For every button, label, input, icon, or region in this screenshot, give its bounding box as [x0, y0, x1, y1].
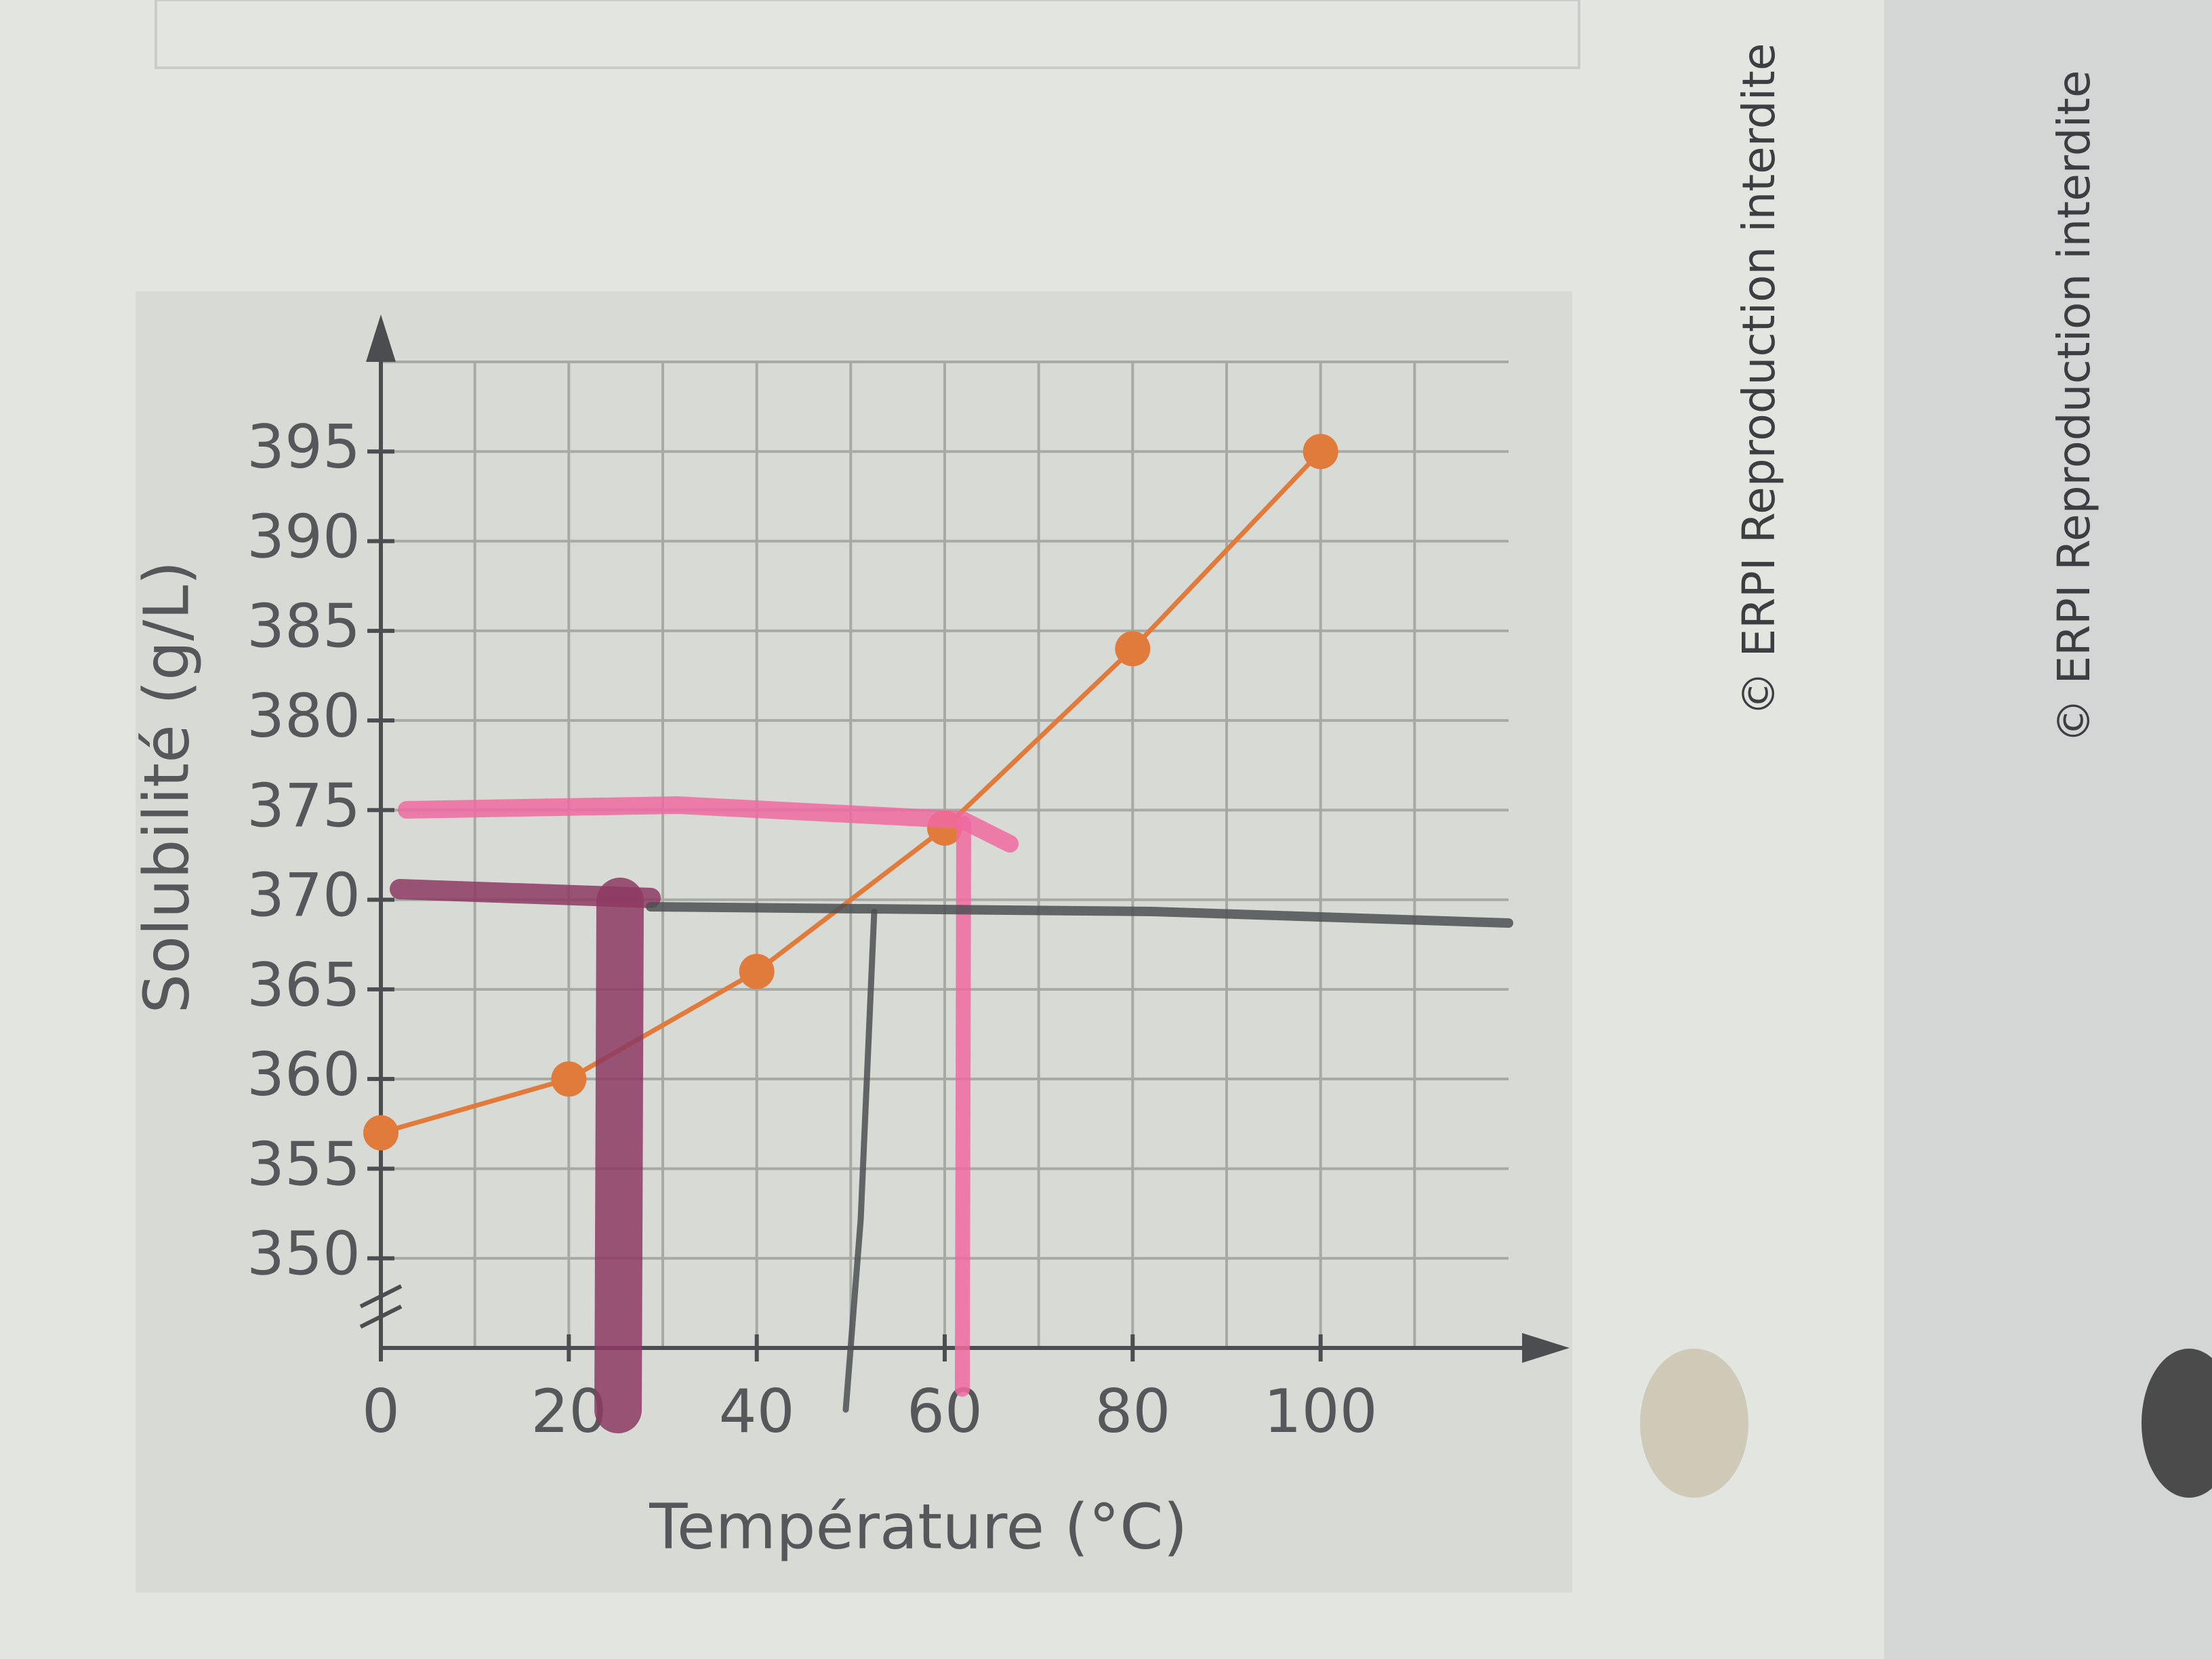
data-point [551, 1061, 587, 1097]
pencil-line [842, 908, 878, 1413]
pink-marker [955, 816, 971, 1397]
axis-break [359, 1284, 403, 1329]
y-tick-label: 350 [247, 1219, 361, 1289]
data-point [1303, 434, 1338, 470]
y-tick-label: 360 [247, 1040, 361, 1109]
data-point [739, 954, 775, 989]
x-tick-label: 100 [1264, 1376, 1378, 1446]
y-tick-label: 380 [247, 681, 361, 751]
y-tick-label: 390 [247, 501, 361, 571]
hand-marks [390, 796, 1513, 1433]
y-tick-label: 375 [247, 771, 361, 840]
plot: 0 20 40 60 80 100 350 355 360 365 370 375 380 385 390 3… [130, 314, 1570, 1563]
x-axis-arrow [1522, 1333, 1570, 1363]
punch-hole [1640, 1349, 1748, 1498]
x-tick-label: 80 [1094, 1376, 1170, 1446]
copyright: © ERPI Reproduction interdite [1733, 43, 1785, 716]
data-point [363, 1115, 398, 1151]
x-tick-label: 20 [531, 1376, 607, 1446]
chart-panel [136, 291, 1572, 1593]
box-edge [155, 0, 1580, 69]
x-tick-label: 60 [907, 1376, 983, 1446]
data-point [1115, 631, 1151, 667]
y-tick-label: 355 [247, 1129, 361, 1199]
y-tick-label: 395 [247, 412, 361, 482]
x-axis-title: Température (°C) [649, 1490, 1187, 1563]
copyright: © ERPI Reproduction interdite [2048, 70, 2100, 743]
pencil-line [646, 902, 1513, 928]
y-tick-label: 370 [247, 861, 361, 930]
punch-hole [2142, 1349, 2212, 1498]
y-axis-title: Solubilité (g/L) [130, 561, 203, 1014]
pink-marker [398, 796, 1019, 853]
x-tick-label: 0 [362, 1376, 400, 1446]
y-axis-arrow [366, 314, 396, 362]
y-tick-label: 385 [247, 592, 361, 661]
magenta-marker [594, 878, 644, 1433]
y-tick-label: 365 [247, 950, 361, 1020]
x-tick-label: 40 [719, 1376, 795, 1446]
series-line [380, 449, 1323, 1135]
